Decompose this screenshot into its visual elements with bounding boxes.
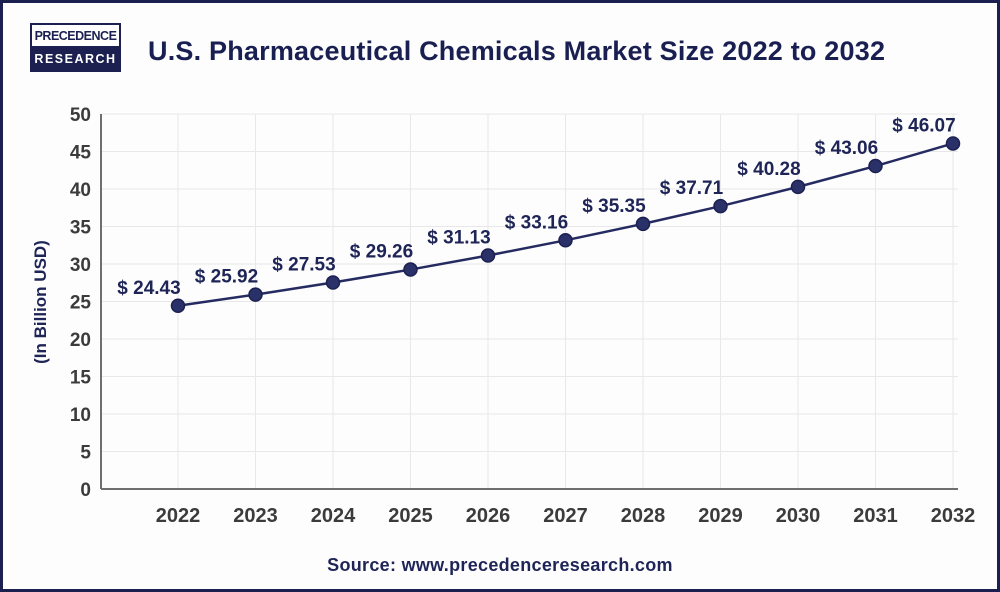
y-tick-label: 25 [70, 293, 92, 314]
x-tick-label: 2028 [621, 505, 666, 527]
y-tick-label: 20 [70, 330, 91, 351]
x-tick-label: 2029 [698, 505, 743, 527]
x-tick-label: 2025 [388, 505, 433, 527]
x-tick-label: 2027 [543, 505, 588, 527]
source-text: Source: www.precedenceresearch.com [327, 555, 673, 575]
data-label-layer: $ 24.43 $ 25.92 $ 27.53 $ 29.26 $ 31.13 $ 33.… [117, 115, 955, 298]
data-point-label: $ 33.16 [505, 212, 568, 233]
grid-layer [101, 113, 958, 490]
data-point-label: $ 31.13 [427, 228, 490, 249]
y-tick-label: 30 [70, 255, 91, 276]
x-tick-label: 2022 [156, 505, 201, 527]
x-tick-label: 2031 [853, 505, 898, 527]
data-point-label: $ 43.06 [815, 138, 878, 159]
data-point [868, 158, 883, 174]
y-tick-label: 40 [70, 180, 91, 201]
y-tick-label: 45 [70, 143, 92, 164]
data-point-label: $ 40.28 [737, 159, 800, 180]
data-point [790, 179, 806, 195]
data-point-label: $ 27.53 [272, 255, 335, 276]
precedence-research-logo: PRECEDENCE RESEARCH [30, 23, 121, 72]
y-tick-label: 5 [80, 443, 91, 464]
x-tick-label: 2032 [931, 505, 976, 527]
data-point-label: $ 25.92 [195, 267, 258, 288]
data-point [248, 287, 263, 302]
data-point [945, 136, 961, 151]
data-point-label: $ 24.43 [117, 278, 180, 299]
logo-word-precedence: PRECEDENCE [32, 25, 119, 48]
data-point [480, 248, 496, 263]
y-tick-label: 50 [70, 105, 91, 126]
data-point [713, 198, 728, 214]
data-point [170, 298, 186, 314]
data-point-label: $ 37.71 [660, 178, 724, 199]
chart-title: U.S. Pharmaceutical Chemicals Market Siz… [148, 36, 886, 66]
data-point [558, 233, 573, 248]
data-point [325, 275, 341, 290]
data-point [635, 216, 651, 232]
x-tick-label: 2030 [776, 505, 821, 527]
x-tick-label: 2024 [311, 505, 356, 527]
x-tick-label: 2026 [466, 505, 511, 527]
data-point [403, 262, 418, 277]
y-tick-label: 10 [70, 405, 91, 426]
logo-word-research: RESEARCH [32, 48, 119, 70]
x-tick-label: 2023 [233, 505, 278, 527]
data-point-label: $ 29.26 [350, 242, 413, 263]
data-point-label: $ 46.07 [892, 115, 955, 136]
series-layer [170, 136, 961, 314]
data-point-label: $ 35.35 [582, 196, 646, 217]
y-tick-label: 15 [70, 368, 92, 389]
y-tick-label: 0 [80, 480, 91, 501]
y-tick-label: 35 [70, 218, 92, 239]
